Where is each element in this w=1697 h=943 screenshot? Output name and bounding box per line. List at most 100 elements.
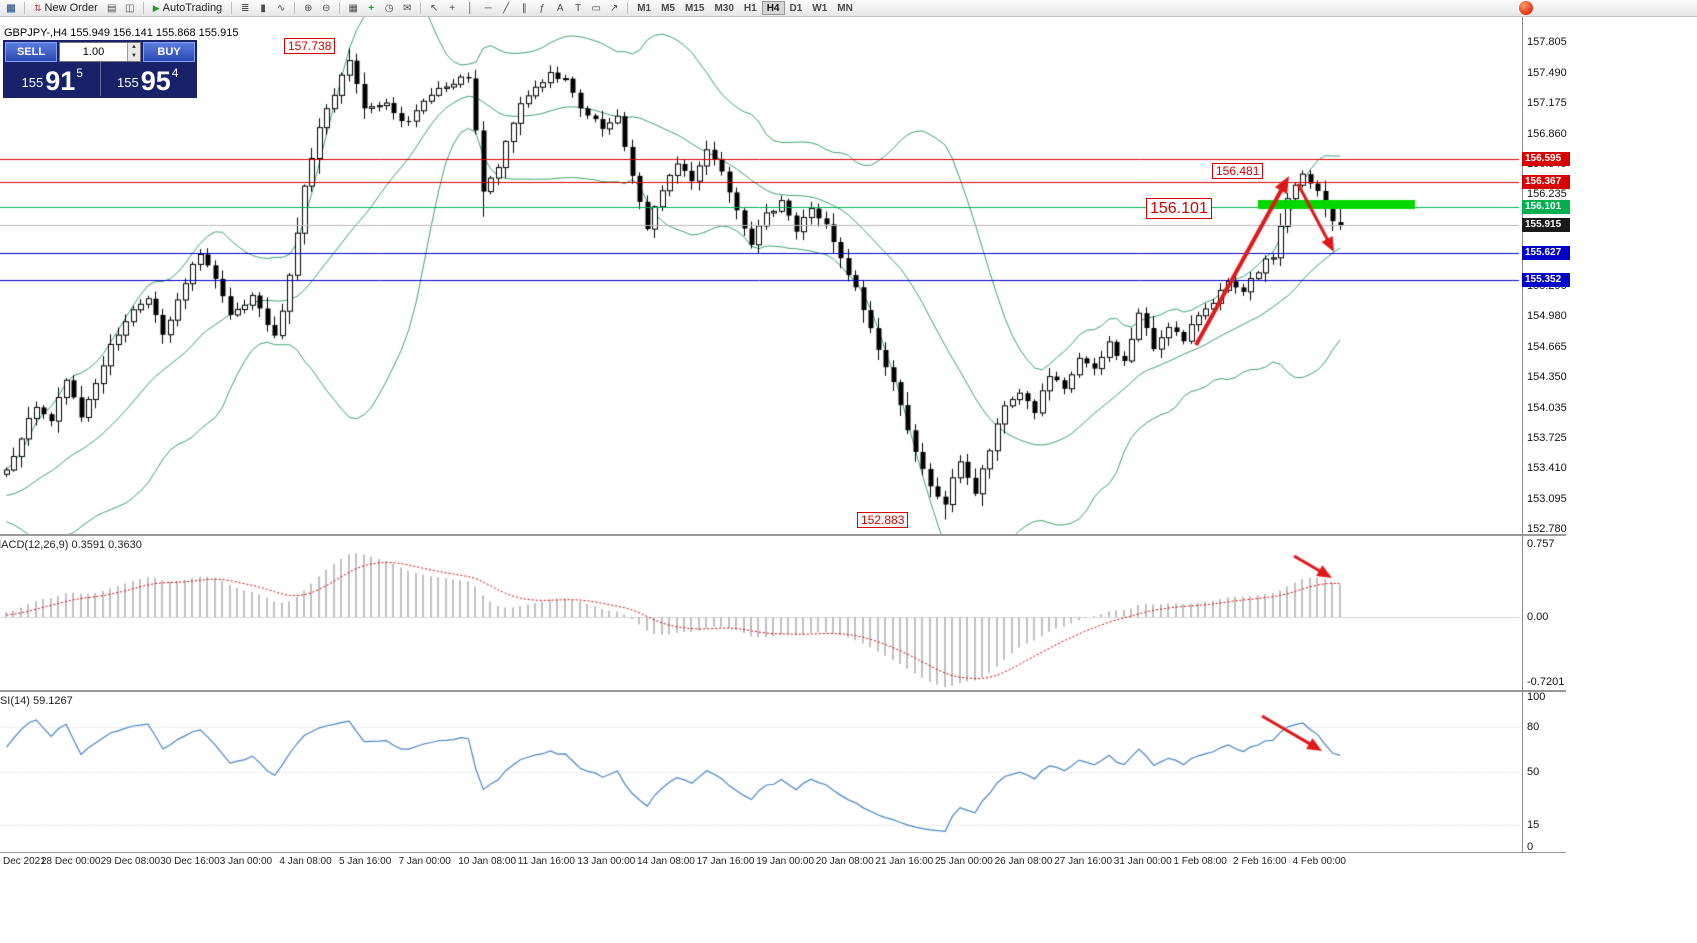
line-chart-icon[interactable]: ∿ [276,2,286,14]
price-level-tag: 155.627 [1522,246,1570,261]
toolbar-separator [627,2,629,14]
zoom-in-icon[interactable]: ⊕ [303,2,313,14]
time-axis-label: 4 Jan 08:00 [279,856,332,867]
time-axis-label: 20 Jan 08:00 [815,856,874,867]
candlestick-chart-icon[interactable]: ▮ [260,2,266,14]
time-axis-label: 29 Dec 08:00 [100,856,161,867]
arrow-tool-icon[interactable]: ↗ [609,2,619,14]
volume-value: 1.00 [82,46,105,58]
sell-price-prefix: 155 [21,75,44,90]
chart-window-icon[interactable]: ▦ [6,2,16,14]
price-level-tag: 156.367 [1522,174,1570,189]
volume-up-icon[interactable]: ▲ [128,43,140,52]
macd-indicator-label: MACD(12,26,9) 0.3591 0.3630 [0,539,142,551]
bar-chart-icon[interactable]: ≣ [240,2,250,14]
macd-panel-canvas[interactable] [0,536,1522,692]
price-axis-label: 157.805 [1527,36,1567,49]
volume-input[interactable]: 1.00 ▲ ▼ [59,42,141,62]
time-axis-label: 27 Jan 16:00 [1054,856,1113,867]
time-axis-label: 10 Jan 08:00 [458,856,517,867]
autotrading-button-label: AutoTrading [162,2,223,14]
timeframe-m5[interactable]: M5 [661,2,675,14]
sell-price-display[interactable]: 155 91 5 [5,62,101,96]
alert-icon[interactable] [1519,1,1533,15]
new-order-button-label: New Order [44,2,98,14]
chart-ohlc-info: GBPJPY-,H4 155.949 156.141 155.868 155.9… [4,27,239,39]
price-chart-canvas[interactable] [0,17,1522,536]
toolbar-separator [24,2,25,14]
timeframe-mn[interactable]: MN [837,2,853,14]
timeframe-w1[interactable]: W1 [812,2,828,14]
time-axis-label: 1 Feb 08:00 [1173,856,1227,867]
toolbar-separator [231,2,233,14]
mail-icon[interactable]: ✉ [402,2,412,14]
price-flag[interactable]: 157.738 [284,38,336,54]
chart-profiles-icon[interactable]: ◫ [125,2,135,14]
sell-button[interactable]: SELL [5,42,57,62]
trendline-icon[interactable]: ╱ [503,2,510,14]
toolbar-separator [420,2,422,14]
price-flag[interactable]: 156.101 [1146,198,1212,219]
timeframe-h1[interactable]: H1 [743,2,757,14]
timeframe-d1[interactable]: D1 [789,2,803,14]
cycle-icon[interactable]: ◷ [384,2,394,14]
rsi-axis-label: 50 [1527,766,1540,778]
time-axis-label: 31 Jan 00:00 [1113,856,1172,867]
toolbar-separator [339,2,341,14]
rsi-axis-label: 100 [1527,691,1546,703]
price-level-tag: 155.352 [1522,273,1570,287]
volume-stepper[interactable]: ▲ ▼ [127,43,140,61]
sell-price-big: 91 [45,66,76,96]
new-chart-icon[interactable]: + [368,2,375,14]
rsi-axis-label: 80 [1527,721,1540,733]
time-axis-label: 28 Dec 00:00 [41,856,101,867]
chart-macd-separator[interactable] [0,534,1566,536]
buy-price-prefix: 155 [117,75,139,90]
rsi-panel-canvas[interactable] [0,692,1522,852]
price-axis-label: 154.035 [1527,401,1567,414]
autotrading-button[interactable]: ▶ AutoTrading [148,1,227,16]
label-icon[interactable]: T [575,2,582,14]
profiles-icon[interactable]: ▤ [107,2,117,14]
price-flag[interactable]: 152.883 [857,512,909,528]
time-axis-label: 11 Jan 16:00 [517,856,575,867]
price-axis-label: 157.175 [1527,97,1567,110]
zoom-out-icon[interactable]: ⊖ [321,2,331,14]
shapes-icon[interactable]: ▭ [591,2,601,14]
time-axis-label: 17 Jan 16:00 [696,856,755,867]
vertical-line-icon[interactable]: │ [467,2,474,14]
price-axis-label: 154.980 [1527,310,1567,323]
price-axis-label: 154.665 [1527,340,1567,353]
sell-price-sup: 5 [76,66,83,80]
timeframe-m1[interactable]: M1 [637,2,652,14]
buy-button[interactable]: BUY [143,42,195,62]
time-axis-label: 26 Jan 08:00 [994,856,1053,867]
time-axis-label: 2 Feb 16:00 [1233,856,1287,867]
text-icon[interactable]: A [556,2,564,14]
fibonacci-icon[interactable]: ƒ [539,2,545,14]
price-level-tag: 156.101 [1522,200,1570,215]
new-order-button[interactable]: ⇅ New Order [29,1,103,16]
channel-icon[interactable]: ∥ [521,2,527,14]
tile-windows-icon[interactable]: ▦ [348,2,358,14]
time-axis-label: 25 Jan 00:00 [935,856,993,867]
time-axis-label: 19 Jan 00:00 [756,856,815,867]
crosshair-icon[interactable]: + [449,2,456,14]
timeframe-m15[interactable]: M15 [685,2,705,14]
price-axis-label: 156.235 [1527,188,1567,201]
time-axis-label: Dec 2021 [3,856,46,867]
time-axis-label: 7 Jan 00:00 [398,856,451,867]
horizontal-line-icon[interactable]: ─ [484,2,492,14]
volume-down-icon[interactable]: ▼ [128,52,140,61]
timeframe-m30[interactable]: M30 [714,2,734,14]
cursor-icon[interactable]: ↖ [429,2,439,14]
price-axis-separator [1522,17,1523,853]
macd-rsi-separator[interactable] [0,690,1566,692]
time-axis-label: 13 Jan 00:00 [577,856,636,867]
price-flag[interactable]: 156.481 [1212,163,1264,179]
time-axis-label: 21 Jan 16:00 [875,856,934,867]
time-axis-label: 30 Dec 16:00 [160,856,220,867]
buy-price-display[interactable]: 155 95 4 [101,62,196,96]
price-axis-label: 157.490 [1527,66,1567,79]
timeframe-h4[interactable]: H4 [761,1,785,15]
